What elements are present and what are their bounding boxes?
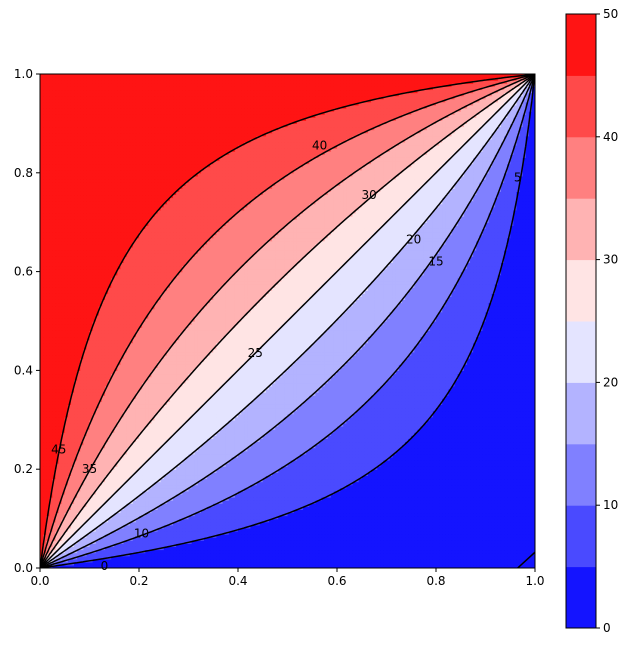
contour-chart: 051015202530354045 0.0 0.2 0.4 0.6 0.8 1.00.0… bbox=[0, 0, 632, 646]
